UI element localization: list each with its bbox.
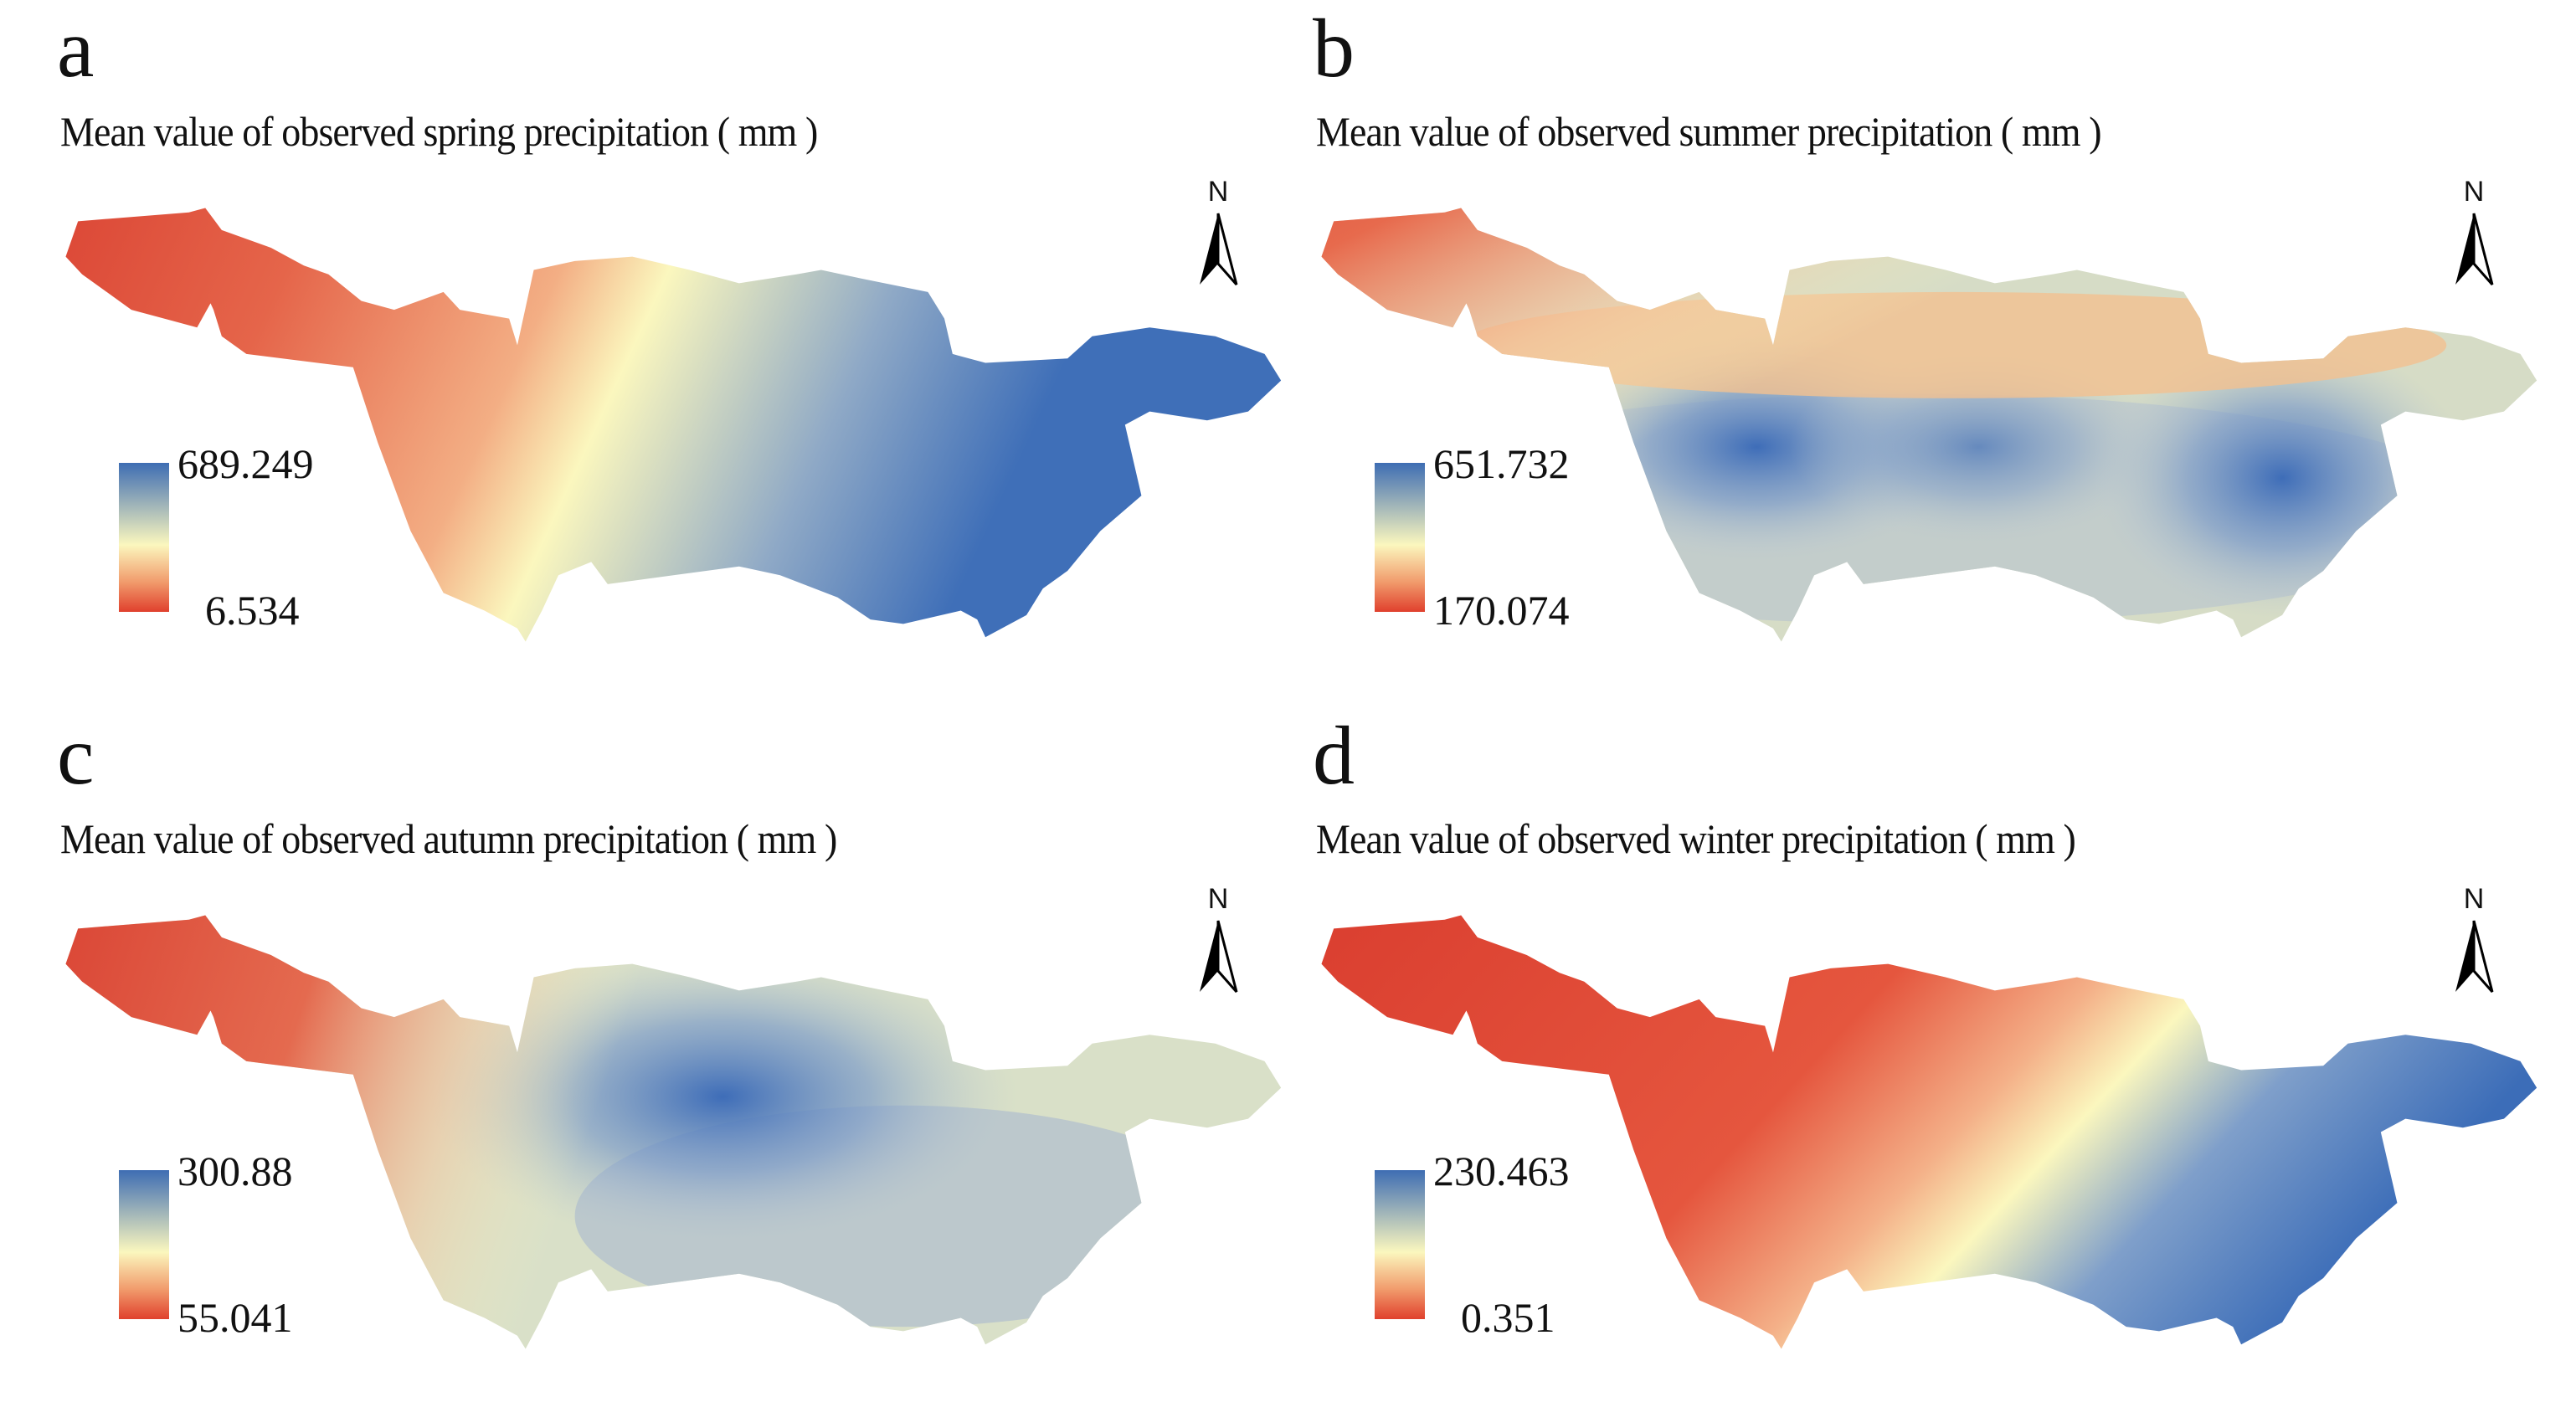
panel-summer: b Mean value of observed summer precipit… [1256,0,2545,695]
legend-max: 689.249 [177,440,314,487]
north-arrow-icon: N [2440,176,2507,293]
legend-min: 55.041 [177,1294,293,1341]
legend-color-bar [119,463,169,612]
legend-max: 651.732 [1433,440,1570,487]
precipitation-map [65,915,1282,1349]
panel-autumn: c Mean value of observed autumn precipit… [0,707,1289,1402]
panel-winter: d Mean value of observed winter precipit… [1256,707,2545,1402]
panel-title: Mean value of observed autumn precipitat… [60,815,837,862]
legend-max: 230.463 [1433,1148,1570,1194]
legend-max: 300.88 [177,1148,293,1194]
precipitation-map [65,208,1282,642]
panel-title: Mean value of observed spring precipitat… [60,108,818,155]
north-arrow-icon: N [1185,176,1252,293]
legend-min: 170.074 [1433,587,1570,634]
panel-title: Mean value of observed winter precipitat… [1316,815,2076,862]
precipitation-map [1321,208,2537,642]
precipitation-map [1321,915,2537,1349]
north-arrow-icon: N [1185,883,1252,1000]
panel-letter: b [1313,2,1355,95]
panel-letter: a [57,2,95,95]
panel-title: Mean value of observed summer precipitat… [1316,108,2102,155]
legend-color-bar [119,1170,169,1319]
north-arrow-icon: N [2440,883,2507,1000]
legend-color-bar [1375,1170,1425,1319]
panel-spring: a Mean value of observed spring precipit… [0,0,1289,695]
legend-color-bar [1375,463,1425,612]
panel-letter: c [57,709,95,802]
panel-letter: d [1313,709,1355,802]
legend-min: 0.351 [1461,1294,1555,1341]
legend-min: 6.534 [205,587,300,634]
